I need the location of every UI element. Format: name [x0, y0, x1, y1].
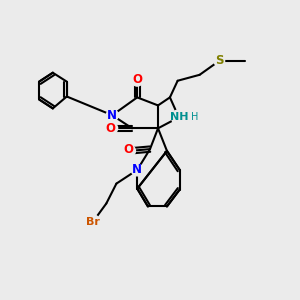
Text: O: O [106, 122, 116, 135]
Text: Br: Br [86, 217, 100, 227]
Circle shape [131, 164, 143, 176]
Text: S: S [215, 54, 224, 67]
Text: NH: NH [169, 112, 188, 122]
Circle shape [85, 215, 100, 230]
Circle shape [171, 110, 186, 125]
Text: N: N [132, 164, 142, 176]
Circle shape [214, 56, 225, 66]
Text: H: H [191, 112, 199, 122]
Circle shape [125, 146, 135, 156]
Circle shape [132, 75, 142, 86]
Circle shape [106, 109, 118, 121]
Text: O: O [132, 73, 142, 86]
Circle shape [107, 123, 118, 134]
Text: N: N [107, 109, 117, 122]
Text: O: O [124, 143, 134, 156]
